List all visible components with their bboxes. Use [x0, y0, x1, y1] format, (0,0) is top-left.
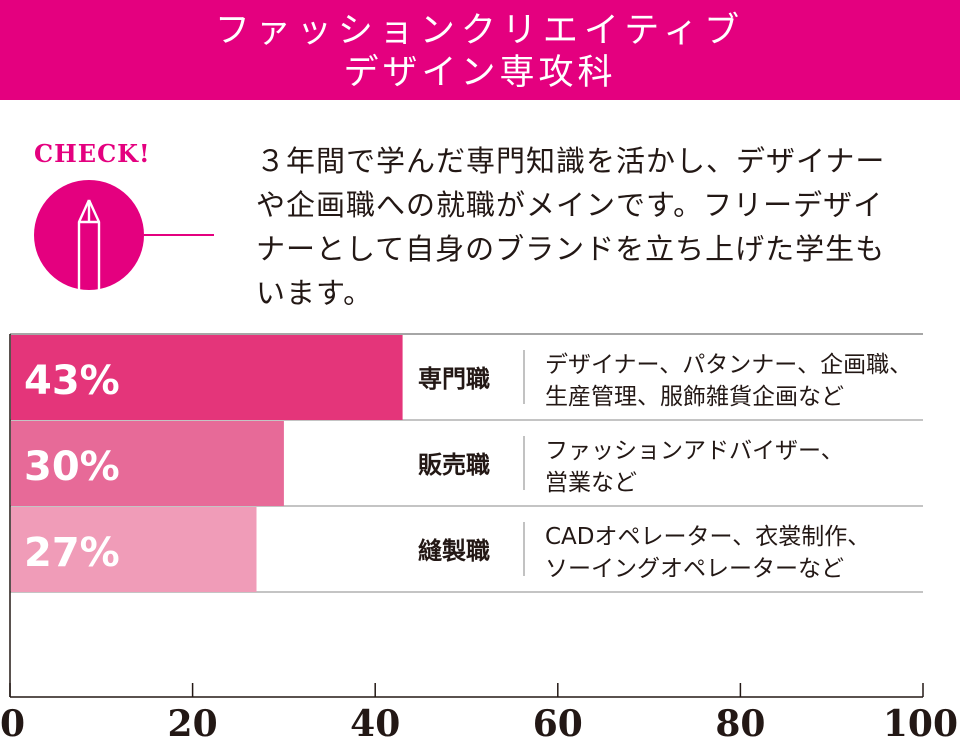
- category-label: 専門職: [418, 365, 490, 393]
- bar-value-label: 30%: [24, 444, 120, 490]
- category-detail: 営業など: [545, 470, 637, 496]
- check-label: CHECK!: [34, 139, 151, 168]
- bar: [11, 421, 284, 506]
- category-detail: 生産管理、服飾雑貨企画など: [545, 384, 844, 410]
- x-tick-label: 80: [715, 703, 765, 740]
- bar-value-label: 43%: [24, 358, 120, 404]
- header-title-line1: ファッションクリエイティブ: [214, 11, 746, 51]
- description-line: います。: [256, 276, 374, 310]
- category-detail: デザイナー、パタンナー、企画職、: [545, 352, 912, 378]
- x-tick-label: 100: [883, 703, 958, 740]
- x-tick-label: 0: [0, 703, 25, 740]
- x-tick-label: 40: [350, 703, 400, 740]
- header-title-line2: デザイン専攻科: [343, 53, 617, 93]
- description-line: ３年間で学んだ専門知識を活かし、デザイナー: [256, 144, 886, 178]
- x-tick-label: 60: [533, 703, 583, 740]
- category-detail: CADオペレーター、衣裳制作、: [545, 524, 870, 550]
- description-line: ナーとして自身のブランドを立ち上げた学生も: [256, 232, 886, 266]
- category-label: 販売職: [418, 451, 490, 479]
- page-header: ファッションクリエイティブ デザイン専攻科: [0, 0, 960, 100]
- category-detail: ソーイングオペレーターなど: [545, 556, 844, 582]
- category-detail: ファッションアドバイザー、: [545, 438, 844, 464]
- category-label: 縫製職: [418, 537, 490, 565]
- pen-nib-icon: [34, 180, 214, 290]
- bar-chart: 43% 専門職 デザイナー、パタンナー、企画職、生産管理、服飾雑貨企画など 30% 販売…: [0, 333, 958, 740]
- x-tick-label: 20: [168, 703, 218, 740]
- description-line: や企画職への就職がメインです。フリーデザイ: [256, 188, 884, 222]
- bar: [11, 507, 257, 592]
- bar: [11, 335, 403, 420]
- bar-value-label: 27%: [24, 530, 120, 576]
- description: ３年間で学んだ専門知識を活かし、デザイナー や企画職への就職がメインです。フリー…: [256, 139, 926, 315]
